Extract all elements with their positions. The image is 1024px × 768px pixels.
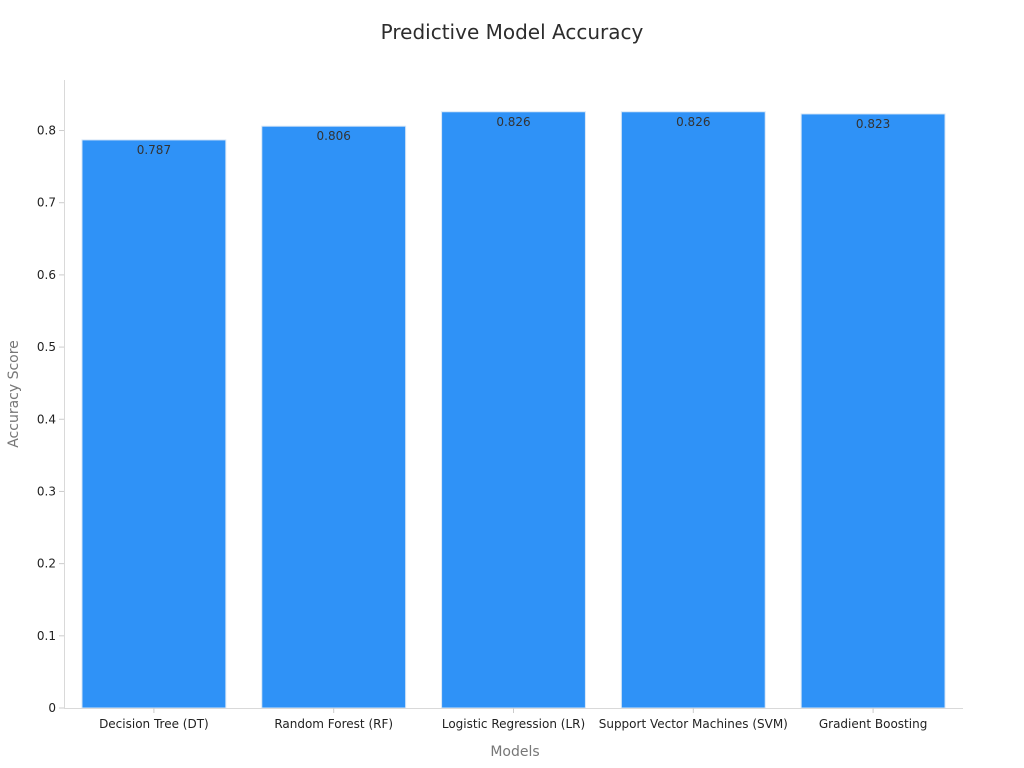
y-tick-label: 0.7 <box>37 196 56 210</box>
chart-title: Predictive Model Accuracy <box>380 20 644 44</box>
bar <box>81 139 227 709</box>
bar <box>261 125 407 709</box>
bar <box>441 111 586 709</box>
bar-value-label: 0.806 <box>317 129 351 143</box>
y-tick-label: 0.4 <box>37 412 56 426</box>
bar <box>800 113 946 709</box>
bar-value-label: 0.826 <box>496 115 530 129</box>
y-tick-label: 0.8 <box>37 124 56 138</box>
x-tick-label: Random Forest (RF) <box>274 717 393 731</box>
labels-layer: 0.787 Decision Tree (DT) 0.806 Random Fores… <box>37 115 927 731</box>
bar <box>620 111 766 709</box>
y-tick-label: 0 <box>48 701 56 715</box>
bar-value-label: 0.823 <box>856 117 890 131</box>
y-tick-label: 0.1 <box>37 629 56 643</box>
bar-value-label: 0.826 <box>676 115 710 129</box>
y-tick-label: 0.5 <box>37 340 56 354</box>
y-tick-label: 0.2 <box>37 557 56 571</box>
x-axis-label: Models <box>490 744 539 760</box>
x-tick-label: Logistic Regression (LR) <box>442 717 585 731</box>
x-tick-label: Decision Tree (DT) <box>99 717 209 731</box>
y-tick-label: 0.6 <box>37 268 56 282</box>
bars-layer <box>81 111 946 709</box>
bar-value-label: 0.787 <box>137 143 171 157</box>
x-tick-label: Gradient Boosting <box>819 717 927 731</box>
y-tick-label: 0.3 <box>37 484 56 498</box>
y-axis-label: Accuracy Score <box>6 340 22 448</box>
x-tick-label: Support Vector Machines (SVM) <box>599 717 788 731</box>
